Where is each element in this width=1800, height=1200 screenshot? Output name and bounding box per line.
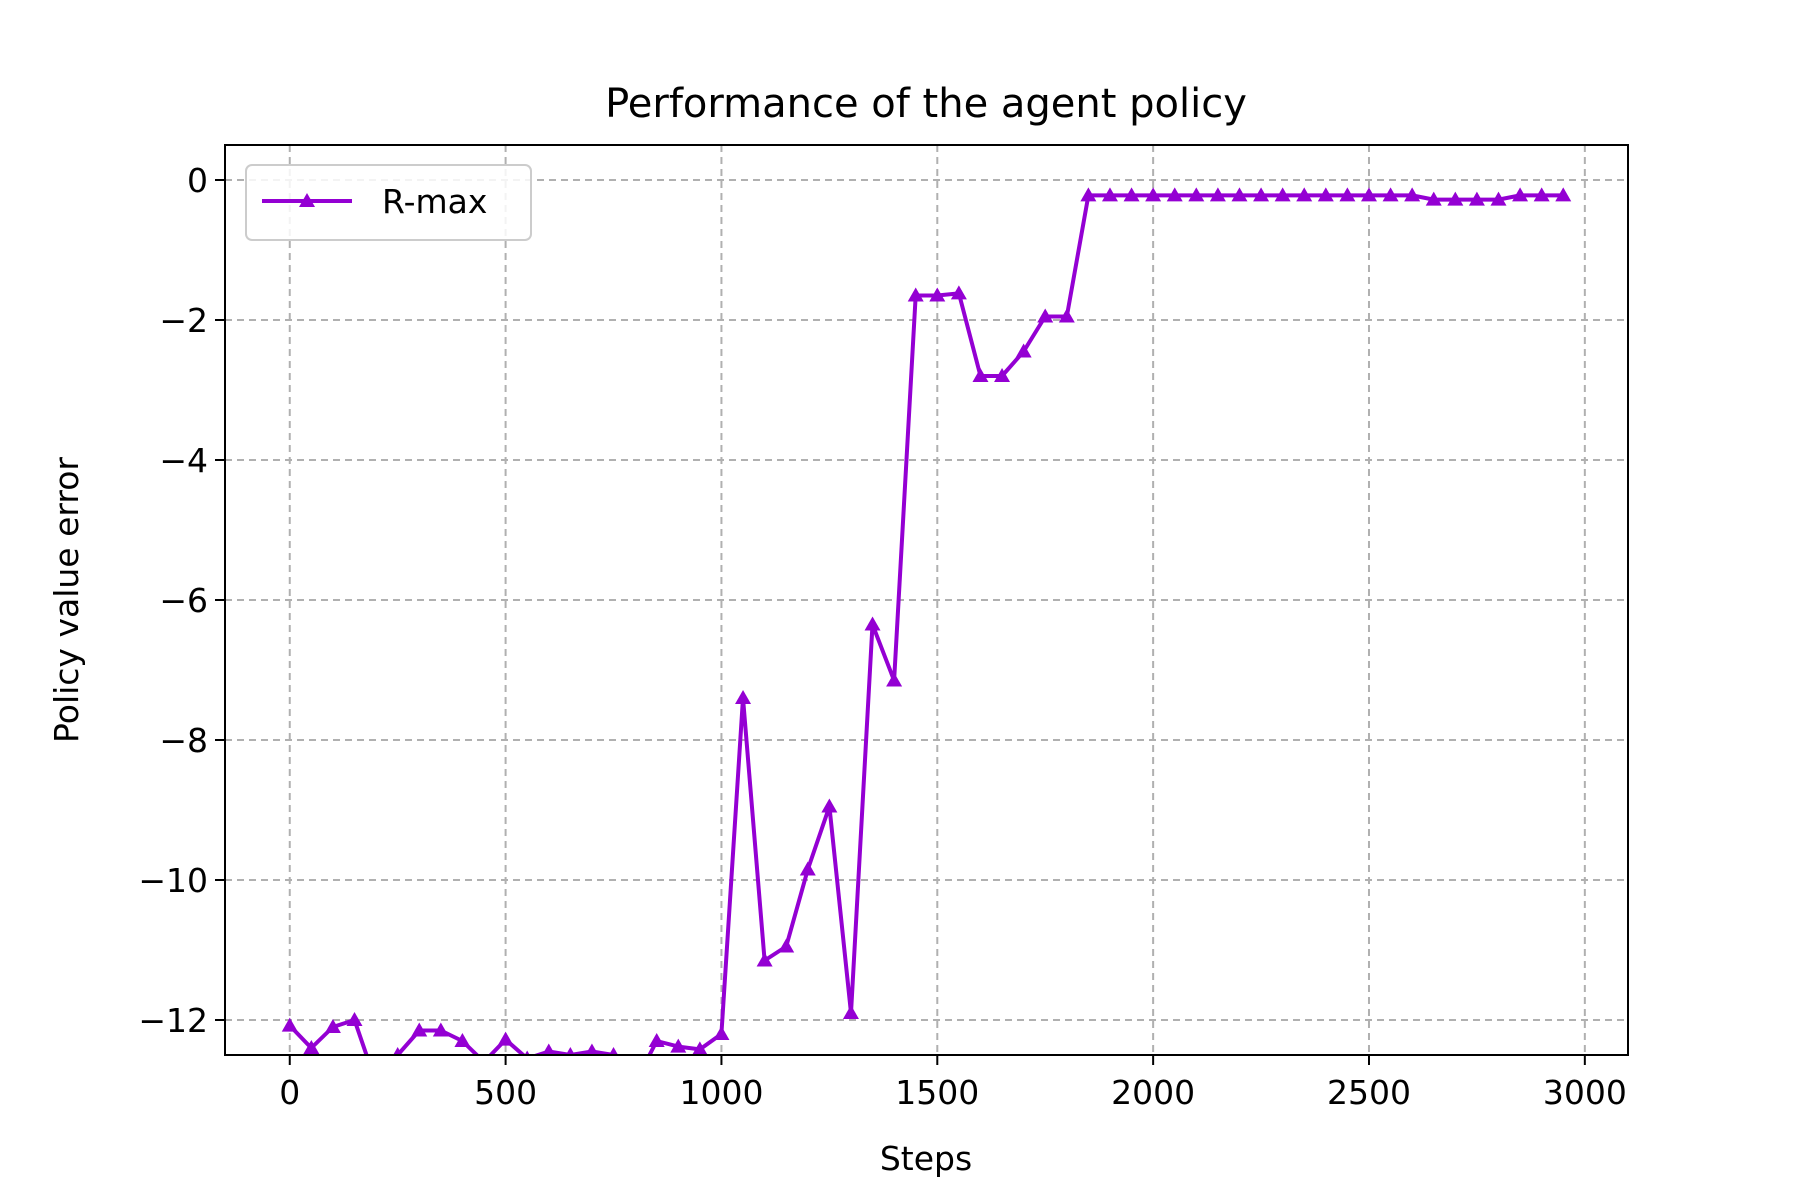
y-tick-label: −10: [138, 861, 208, 900]
data-point: [713, 1026, 730, 1040]
data-point: [1123, 187, 1140, 202]
data-point: [281, 1017, 298, 1032]
y-tick-label: −8: [159, 721, 208, 760]
data-point: [565, 1047, 575, 1055]
data-point: [411, 1022, 428, 1037]
data-point: [1080, 187, 1097, 202]
x-tick-label: 2000: [1111, 1073, 1195, 1112]
data-point: [864, 616, 881, 631]
y-tick-label: 0: [187, 161, 208, 200]
data-point: [670, 1038, 687, 1053]
x-axis-label: Steps: [880, 1139, 972, 1178]
series-layer: [281, 187, 1572, 1055]
data-point: [585, 1043, 599, 1055]
data-point: [1015, 343, 1032, 358]
data-point: [842, 1005, 859, 1019]
x-tick-label: 1500: [895, 1073, 979, 1112]
x-tick-label: 500: [474, 1073, 537, 1112]
data-point: [1209, 187, 1226, 202]
data-point: [950, 285, 967, 300]
data-point: [1317, 187, 1334, 202]
data-point: [1274, 187, 1291, 202]
data-point: [1166, 187, 1183, 202]
data-point: [799, 861, 816, 876]
data-point: [346, 1012, 363, 1026]
data-point: [1231, 187, 1248, 202]
x-tick-label: 2500: [1327, 1073, 1411, 1112]
chart-title: Performance of the agent policy: [605, 81, 1247, 127]
data-point: [524, 1050, 530, 1055]
data-point: [1468, 191, 1485, 206]
data-point: [907, 287, 924, 302]
y-axis-label: Policy value error: [47, 457, 86, 743]
data-point: [454, 1033, 471, 1047]
data-point: [1490, 191, 1507, 206]
data-point: [1382, 187, 1399, 202]
legend-box: [245, 164, 532, 241]
data-point: [324, 1019, 341, 1033]
data-point: [1360, 187, 1377, 202]
data-point: [972, 368, 989, 382]
data-point: [497, 1031, 514, 1046]
data-point: [1037, 308, 1054, 323]
data-point: [994, 368, 1011, 382]
y-tick-label: −6: [159, 581, 208, 620]
data-point: [1533, 187, 1550, 202]
data-point: [1447, 191, 1464, 206]
data-point: [778, 938, 795, 953]
data-point: [1296, 187, 1313, 202]
data-point: [1404, 187, 1421, 202]
data-point: [692, 1041, 708, 1055]
data-point: [303, 1040, 320, 1054]
data-point: [821, 798, 838, 813]
data-point: [1512, 187, 1529, 202]
data-point: [608, 1047, 619, 1055]
data-point: [886, 672, 903, 687]
y-tick-label: −4: [159, 441, 208, 480]
data-point: [929, 287, 946, 302]
y-axis: 0 −2 −4 −6 −8 −10 −12: [138, 161, 225, 1040]
legend-marker-sample: [299, 193, 315, 207]
x-tick-label: 1000: [679, 1073, 763, 1112]
data-point: [735, 690, 752, 704]
data-point: [1555, 187, 1572, 202]
y-tick-label: −12: [138, 1001, 208, 1040]
data-point: [648, 1033, 665, 1047]
legend: R-max: [245, 164, 532, 241]
data-point: [1101, 187, 1118, 202]
data-point: [756, 952, 773, 967]
data-point: [1253, 187, 1270, 202]
data-point: [393, 1047, 403, 1055]
data-point: [1058, 308, 1075, 323]
x-tick-label: 3000: [1543, 1073, 1627, 1112]
data-point: [542, 1043, 556, 1055]
y-tick-label: −2: [159, 301, 208, 340]
legend-label: R-max: [382, 182, 487, 221]
data-point: [1145, 187, 1162, 202]
x-axis: 0 500 1000 1500 2000 2500 3000: [279, 1055, 1627, 1112]
x-tick-label: 0: [279, 1073, 300, 1112]
data-point: [1188, 187, 1205, 202]
data-point: [432, 1022, 449, 1037]
data-point: [1425, 191, 1442, 206]
data-point: [1339, 187, 1356, 202]
